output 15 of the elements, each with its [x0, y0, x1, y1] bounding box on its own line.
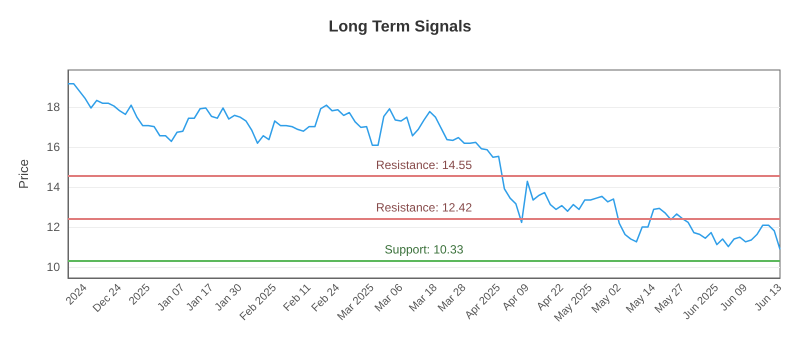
ref-line-label: Resistance: 12.42 [376, 200, 472, 215]
x-tick-label: Apr 09 [500, 282, 532, 314]
y-tick-label: 16 [46, 140, 60, 154]
y-tick-label: 12 [46, 220, 60, 234]
x-tick-label: Mar 06 [372, 282, 406, 314]
x-tick-label: Jun 13 [752, 282, 784, 314]
y-tick-label: 14 [46, 180, 60, 194]
ref-line-label: Resistance: 14.55 [376, 158, 472, 172]
y-tick-label: 10 [46, 260, 60, 274]
y-axis-title: Price [16, 159, 31, 189]
y-tick-label: 18 [46, 100, 60, 114]
x-tick-label: Jun 09 [718, 282, 750, 314]
ref-line-label: Support: 10.33 [384, 242, 464, 256]
x-tick-label: Dec 24 [90, 282, 124, 315]
chart-title: Long Term Signals [328, 18, 472, 36]
